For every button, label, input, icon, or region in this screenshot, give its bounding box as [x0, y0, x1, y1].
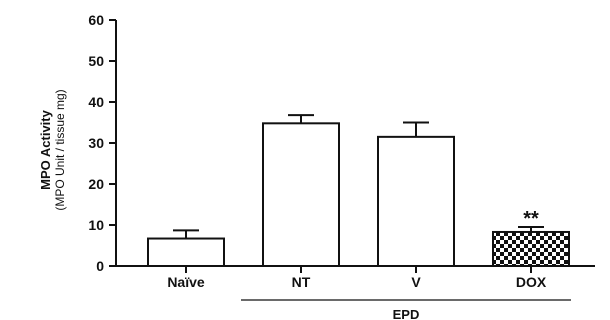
- annotations: **: [523, 208, 539, 230]
- group-bracket-label: EPD: [393, 307, 420, 320]
- bar-dox: [493, 232, 569, 266]
- y-tick-label: 50: [88, 53, 104, 69]
- y-tick-label: 40: [88, 94, 104, 110]
- significance-marker: **: [523, 208, 539, 230]
- y-tick-label: 20: [88, 176, 104, 192]
- y-axis-ticks: 0 10 20 30 40 50 60: [88, 12, 116, 274]
- x-tick-label: DOX: [516, 274, 547, 290]
- y-tick-label: 0: [96, 258, 104, 274]
- bars: [148, 123, 569, 266]
- x-tick-label: NT: [292, 274, 311, 290]
- category-labels: Naïve NT V DOX: [167, 266, 547, 290]
- y-axis-subtitle: (MPO Unit / tissue mg): [53, 89, 67, 210]
- error-bars: [173, 115, 544, 238]
- bar-nt: [263, 123, 339, 266]
- y-tick-label: 30: [88, 135, 104, 151]
- y-tick-label: 10: [88, 217, 104, 233]
- x-tick-label: V: [411, 274, 421, 290]
- x-tick-label: Naïve: [167, 274, 205, 290]
- bar-nave: [148, 239, 224, 266]
- bar-v: [378, 137, 454, 266]
- group-bracket: EPD: [241, 300, 571, 320]
- y-axis-label: MPO Activity (MPO Unit / tissue mg): [38, 89, 67, 210]
- y-tick-label: 60: [88, 12, 104, 28]
- y-axis-title: MPO Activity: [38, 109, 53, 189]
